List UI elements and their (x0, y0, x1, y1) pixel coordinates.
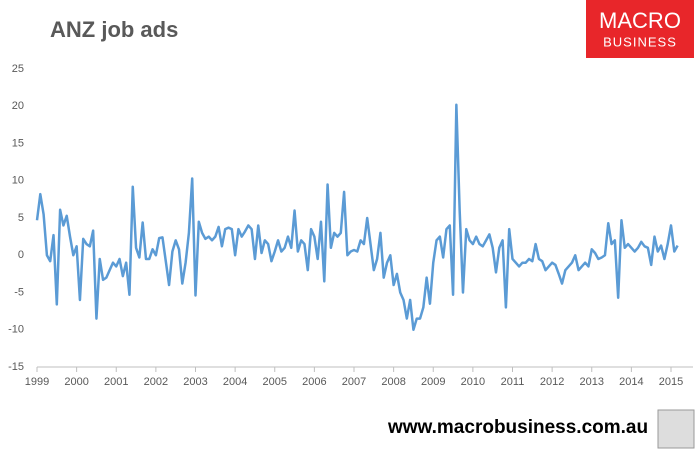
x-tick-label: 2014 (619, 376, 643, 388)
logo: MACRO BUSINESS (586, 0, 694, 58)
y-tick-label: 15 (12, 137, 24, 149)
x-tick-label: 2008 (381, 376, 405, 388)
x-tick-label: 2000 (64, 376, 88, 388)
logo-text: BUSINESS (603, 34, 677, 49)
y-tick-label: -5 (14, 286, 24, 298)
x-tick-label: 2007 (342, 376, 366, 388)
x-tick-label: 2011 (501, 376, 525, 388)
y-tick-label: -15 (8, 361, 24, 373)
data-line (35, 103, 679, 331)
chart-title: ANZ job ads (50, 17, 178, 42)
y-tick-label: 5 (18, 212, 24, 224)
x-tick-label: 2004 (223, 376, 247, 388)
x-tick-label: 2015 (659, 376, 683, 388)
x-tick-label: 2005 (263, 376, 287, 388)
y-tick-label: 10 (12, 175, 24, 187)
y-tick-label: 25 (12, 63, 24, 75)
y-tick-label: 20 (12, 100, 24, 112)
logo-box (586, 0, 694, 58)
x-tick-label: 2009 (421, 376, 445, 388)
x-tick-label: 2013 (580, 376, 604, 388)
x-tick-label: 1999 (25, 376, 49, 388)
x-tick-label: 2001 (104, 376, 128, 388)
x-tick-label: 2002 (144, 376, 168, 388)
x-tick-label: 2003 (183, 376, 207, 388)
x-tick-label: 2012 (540, 376, 564, 388)
wolf-icon (657, 409, 695, 449)
x-tick-label: 2006 (302, 376, 326, 388)
y-tick-label: 0 (18, 249, 24, 261)
x-tick-label: 2010 (461, 376, 485, 388)
footer-url: www.macrobusiness.com.au (387, 417, 648, 438)
y-tick-label: -10 (8, 324, 24, 336)
logo-text: MACRO (599, 8, 681, 33)
